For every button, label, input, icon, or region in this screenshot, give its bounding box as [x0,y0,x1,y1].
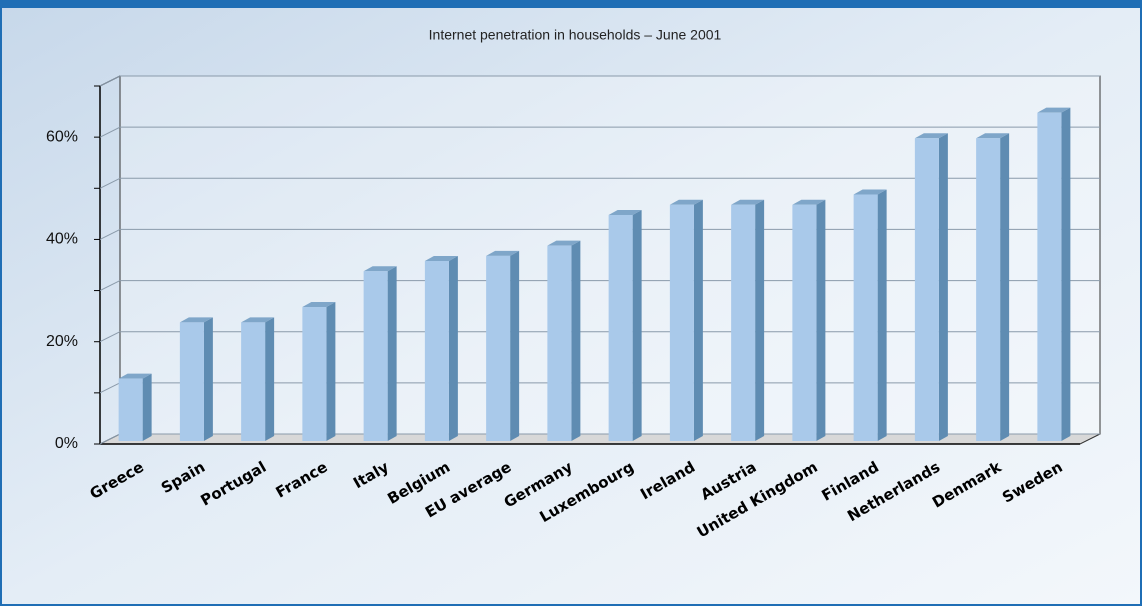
bar [486,251,519,441]
bar-front [119,379,143,441]
bar [609,210,642,441]
bar-side [204,317,213,441]
bar-front [854,195,878,441]
bar-side [694,200,703,441]
bar [792,200,825,441]
bar-front [425,261,449,441]
bar-front [241,322,265,441]
bar-side [939,133,948,441]
bar-side [878,190,887,441]
bar [119,374,152,441]
bar-side [816,200,825,441]
bar-side [571,241,580,441]
y-tick-label: 40% [46,231,78,248]
bar-front [486,256,510,441]
bar-front [364,271,388,441]
bar-side [510,251,519,441]
bar [425,256,458,441]
bar [180,317,213,441]
bar-front [792,205,816,441]
bar [670,200,703,441]
bar-front [915,138,939,441]
bar-side [449,256,458,441]
chart-title: Internet penetration in households – Jun… [429,27,722,43]
bar-side [1061,108,1070,441]
bar-front [547,246,571,441]
bar-side [326,302,335,441]
bar [547,241,580,441]
bar-side [633,210,642,441]
bar-front [976,138,1000,441]
bar [364,266,397,441]
y-tick-label: 20% [46,333,78,350]
bar-front [302,307,326,441]
bar-front [731,205,755,441]
bar-side [755,200,764,441]
bar-front [609,215,633,441]
bar [241,317,274,441]
bar-front [670,205,694,441]
bar-front [180,322,204,441]
bar-side [265,317,274,441]
bar-side [143,374,152,441]
chart: Internet penetration in households – Jun… [0,0,1142,606]
bar-side [388,266,397,441]
bar [1037,108,1070,441]
header-bar [0,0,1142,8]
y-tick-label: 0% [55,435,78,452]
bar [302,302,335,441]
bar [854,190,887,441]
bar-side [1000,133,1009,441]
y-tick-label: 60% [46,128,78,145]
bar [915,133,948,441]
bar-front [1037,113,1061,441]
bar [976,133,1009,441]
bar [731,200,764,441]
